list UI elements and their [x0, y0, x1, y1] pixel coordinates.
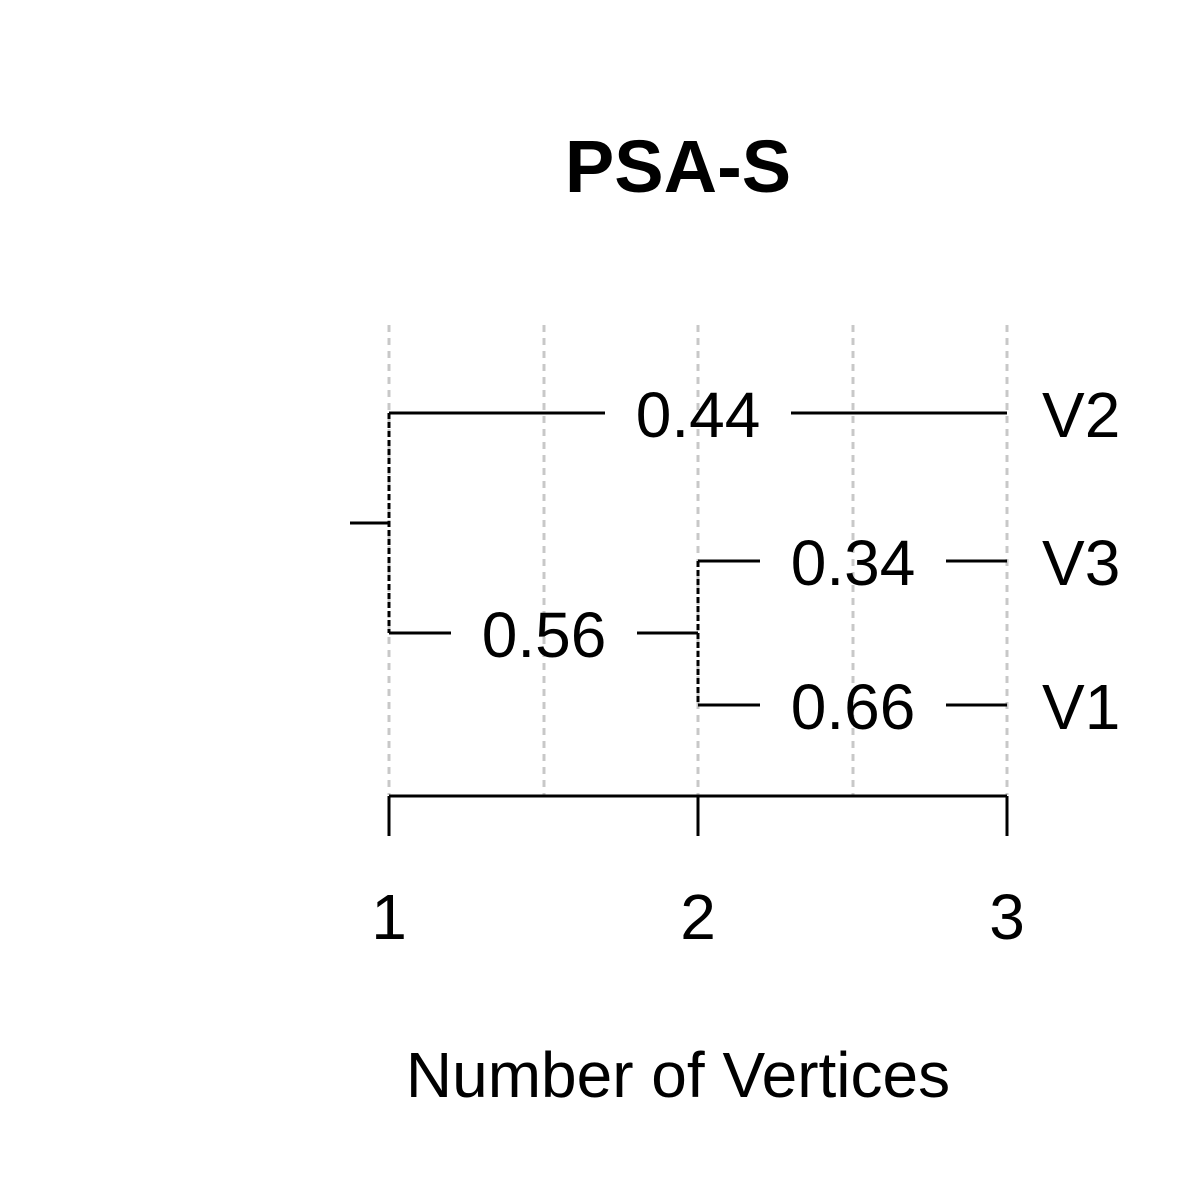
tick-label-2: 2 [680, 881, 716, 953]
chart-title: PSA-S [565, 125, 791, 208]
leaf-label-v1: V1 [1042, 671, 1120, 743]
edge-prob-v1: 0.66 [791, 671, 916, 743]
leaf-label-v2: V2 [1042, 379, 1120, 451]
tick-label-1: 1 [371, 881, 407, 953]
axis-title: Number of Vertices [406, 1039, 950, 1111]
edge-prob-v2: 0.44 [636, 379, 761, 451]
edge-prob-v3: 0.34 [791, 527, 916, 599]
leaf-labels: V2 V3 V1 [1042, 379, 1120, 743]
x-axis: 1 2 3 Number of Vertices [371, 794, 1025, 1111]
tick-label-3: 3 [989, 881, 1025, 953]
tree: 0.44 0.56 0.34 0.66 [350, 379, 1007, 743]
edge-prob-node: 0.56 [482, 599, 607, 671]
leaf-label-v3: V3 [1042, 527, 1120, 599]
